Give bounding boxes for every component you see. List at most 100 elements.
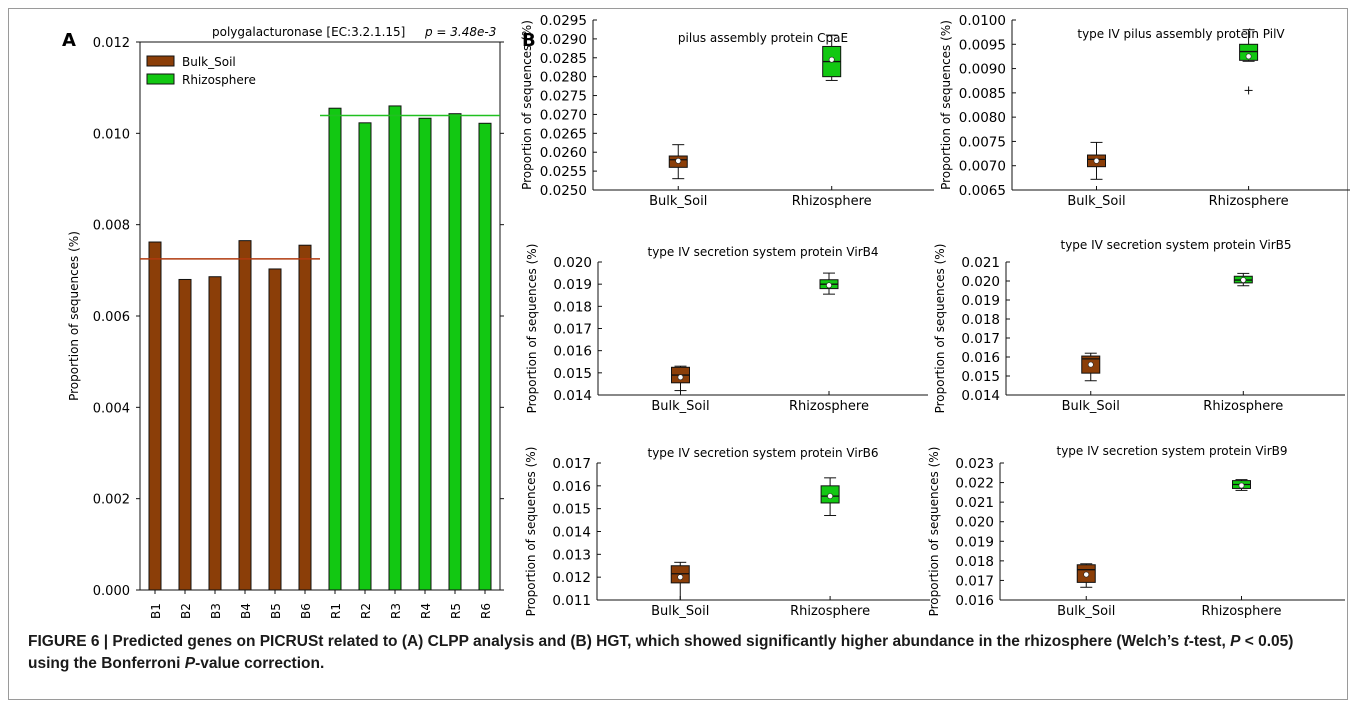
panel-label-b: B	[522, 30, 536, 51]
bar-r3	[388, 105, 402, 591]
x-tick-label: B6	[299, 603, 313, 619]
legend-label-rhizo: Rhizosphere	[182, 73, 256, 87]
y-tick-label: 0.017	[552, 456, 591, 472]
figure-caption: FIGURE 6 | Predicted genes on PICRUSt re…	[28, 631, 1338, 675]
p-value-label: p = 3.48e-3	[424, 25, 496, 39]
figure-frame	[8, 8, 1348, 700]
y-tick-label: 0.021	[955, 495, 994, 511]
chart-title: polygalacturonase [EC:3.2.1.15]	[212, 25, 405, 39]
y-tick-label: 0.012	[93, 36, 130, 51]
y-tick-label: 0.016	[961, 350, 1000, 366]
caption-p1: P	[1230, 633, 1241, 650]
y-tick-label: 0.014	[553, 388, 592, 404]
box-plot-4: type IV secretion system protein VirB5 Pr…	[933, 238, 1345, 414]
y-tick-label: 0.0290	[540, 32, 587, 48]
x-tick-label: Bulk_Soil	[651, 604, 709, 619]
y-tick-label: 0.016	[955, 593, 994, 609]
y-tick-label: 0.013	[552, 547, 591, 563]
plot-frame	[139, 41, 501, 591]
bar-b4	[238, 240, 252, 591]
y-tick-label: 0.0070	[959, 159, 1006, 175]
y-tick-label: 0.0065	[959, 183, 1006, 199]
y-axis-label: Proportion of sequences (%)	[525, 244, 539, 414]
legend-swatch-rhizo	[146, 73, 175, 85]
caption-t: t	[1183, 633, 1189, 650]
mean-marker	[1245, 53, 1252, 60]
bar-r1	[328, 107, 342, 591]
box-plot-2: type IV pilus assembly protein PilV Propo…	[939, 13, 1350, 209]
y-tick-label: 0.002	[93, 493, 130, 508]
y-tick-label: 0.011	[552, 593, 591, 609]
y-tick-label: 0.0280	[540, 70, 587, 86]
y-tick-label: 0.021	[961, 255, 1000, 271]
y-tick-label: 0.006	[93, 310, 130, 325]
box-plot-title: pilus assembly protein CpaE	[678, 31, 848, 45]
bar-b3	[208, 276, 222, 591]
y-tick-label: 0.015	[552, 502, 591, 518]
y-tick-label: 0.020	[961, 274, 1000, 290]
y-tick-label: 0.0100	[959, 13, 1006, 29]
box-plot-title: type IV secretion system protein VirB4	[647, 245, 878, 259]
y-tick-label: 0.020	[955, 515, 994, 531]
y-tick-label: 0.0270	[540, 107, 587, 123]
y-tick-label: 0.0090	[959, 62, 1006, 78]
mean-marker	[677, 574, 684, 581]
panel-b-box-plots: pilus assembly protein CpaE Proportion of…	[520, 13, 1350, 619]
y-tick-label: 0.018	[961, 312, 1000, 328]
y-tick-label: 0.022	[955, 476, 994, 492]
mean-marker	[677, 374, 684, 381]
bar-b1	[148, 241, 162, 591]
bar-r4	[418, 117, 432, 591]
mean-marker	[1240, 277, 1247, 283]
mean-marker	[1087, 361, 1094, 368]
x-tick-label: R1	[329, 603, 343, 619]
x-tick-label: R6	[479, 603, 493, 619]
x-tick-label: Rhizosphere	[790, 604, 870, 619]
x-tick-label: Bulk_Soil	[1057, 604, 1115, 619]
x-tick-label: R4	[419, 603, 433, 619]
figure-canvas: A B 0.000 0.002 0.004 0.006 0.008 0.010 0.012 P…	[62, 13, 1350, 619]
y-tick-label: 0.014	[961, 388, 1000, 404]
bar-b6	[298, 244, 312, 591]
x-tick-label: Bulk_Soil	[651, 399, 709, 414]
box-plot-title: type IV pilus assembly protein PilV	[1077, 27, 1285, 41]
x-tick-label: R3	[389, 603, 403, 619]
box-plot-title: type IV secretion system protein VirB9	[1056, 444, 1287, 458]
y-tick-label: 0.019	[961, 293, 1000, 309]
y-tick-label: 0.0275	[540, 89, 587, 105]
box-plot-6: type IV secretion system protein VirB9 Pr…	[927, 444, 1345, 619]
y-tick-label: 0.018	[955, 554, 994, 570]
x-tick-label: Rhizosphere	[1203, 399, 1283, 414]
y-tick-label: 0.0260	[540, 145, 587, 161]
panel-a-bar-chart: 0.000 0.002 0.004 0.006 0.008 0.010 0.012 Propo…	[67, 25, 504, 619]
y-tick-label: 0.0250	[540, 183, 587, 199]
x-tick-label: B3	[209, 603, 223, 619]
x-tick-label: Rhizosphere	[792, 194, 872, 209]
caption-suffix: -value correction.	[195, 655, 325, 672]
y-axis-label: Proportion of sequences (%)	[520, 20, 534, 190]
caption-prefix: FIGURE 6 | Predicted genes on PICRUSt re…	[28, 633, 1184, 650]
caption-mid2: < 0.05) using the Bonferroni	[28, 633, 1294, 672]
mean-marker	[826, 282, 832, 289]
y-tick-label: 0.018	[553, 299, 592, 315]
y-tick-label: 0.017	[961, 331, 1000, 347]
x-tick-label: B4	[239, 603, 253, 619]
y-tick-label: 0.0095	[959, 37, 1006, 53]
box-plot-1: pilus assembly protein CpaE Proportion of…	[520, 13, 934, 209]
y-tick-label: 0.0075	[959, 134, 1006, 150]
mean-marker	[827, 493, 833, 500]
x-tick-label: R2	[359, 603, 373, 619]
panel-label-a: A	[62, 30, 76, 51]
box-plot-5: type IV secretion system protein VirB6 Pr…	[524, 446, 930, 619]
x-tick-label: B2	[179, 603, 193, 619]
x-tick-label: R5	[449, 603, 463, 619]
legend-label-bulk: Bulk_Soil	[182, 55, 236, 69]
y-tick-label: 0.004	[93, 401, 130, 416]
y-tick-label: 0.017	[955, 573, 994, 589]
x-tick-label: Rhizosphere	[789, 399, 869, 414]
mean-marker	[1238, 482, 1245, 489]
y-tick-label: 0.019	[955, 534, 994, 550]
x-tick-label: Bulk_Soil	[649, 194, 707, 209]
mean-marker	[675, 158, 682, 164]
y-tick-label: 0.016	[553, 344, 592, 360]
